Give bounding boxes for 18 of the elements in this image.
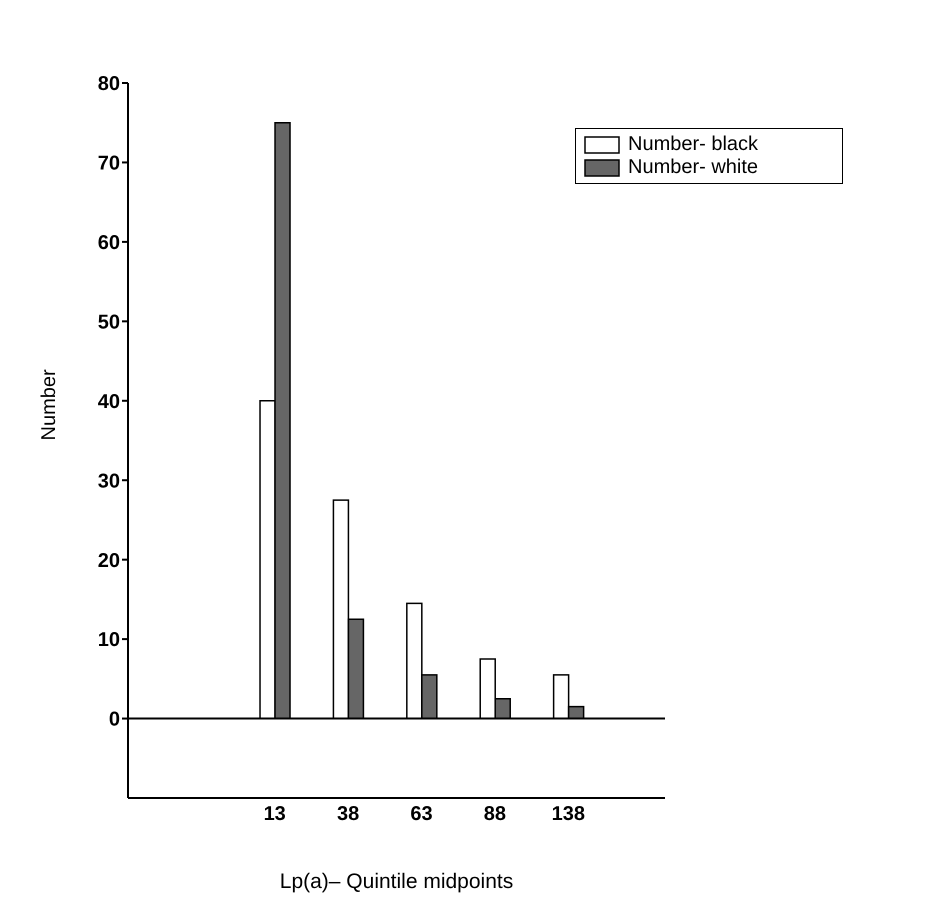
legend-label: Number- white (628, 156, 758, 179)
y-tick-label: 10 (98, 629, 120, 652)
y-axis-title: Number (38, 369, 60, 440)
y-tick-label: 80 (98, 73, 120, 96)
y-tick-label: 20 (98, 550, 120, 572)
y-tick-label: 50 (98, 311, 120, 334)
x-tick-label: 38 (336, 803, 360, 826)
legend-label: Number- black (628, 133, 758, 156)
x-tick-label: 63 (410, 803, 433, 826)
x-tick-label: 13 (264, 803, 286, 826)
y-tick-label: 40 (98, 390, 120, 413)
x-axis-title: Lp(a)– Quintile midpoints (280, 870, 514, 893)
y-tick-label: 70 (98, 152, 120, 175)
y-tick-label: 60 (98, 232, 120, 254)
y-tick-label: 0 (108, 708, 120, 731)
x-tick-label: 138 (552, 803, 585, 826)
y-tick-label: 30 (98, 470, 120, 492)
x-tick-label: 88 (484, 803, 506, 826)
